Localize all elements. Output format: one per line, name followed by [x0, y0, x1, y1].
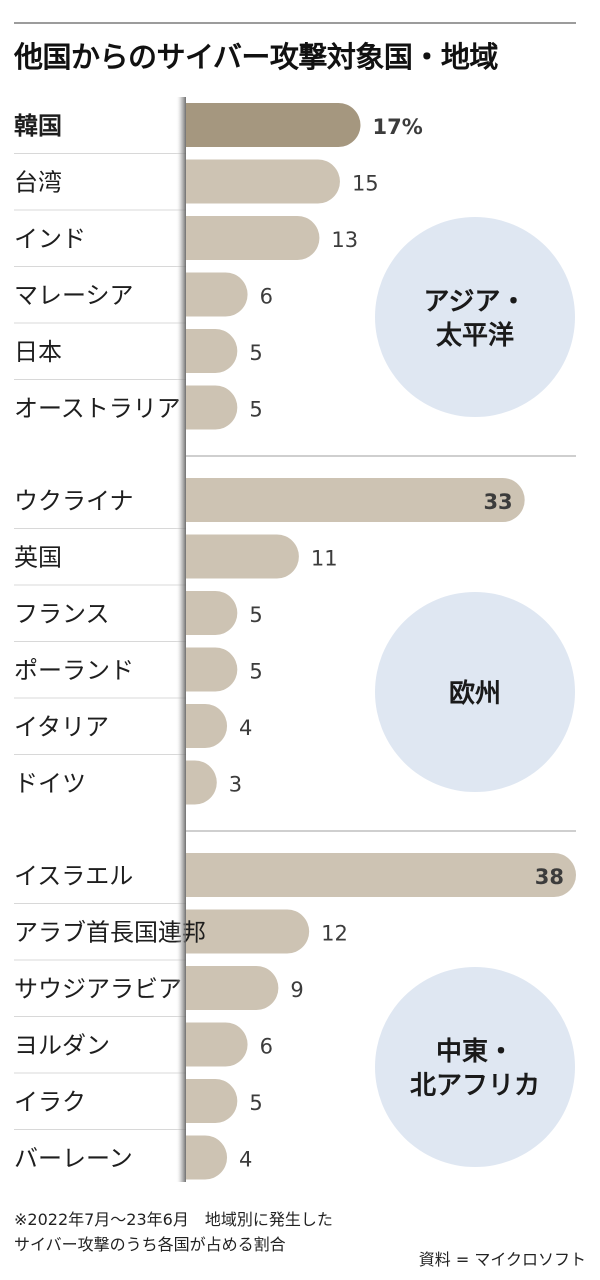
- data-label: 5: [249, 603, 262, 627]
- globe-asia-pacific-icon: [375, 217, 575, 417]
- region-label: 中東・: [436, 1037, 514, 1067]
- bar: [186, 478, 525, 522]
- category-label: サウジアラビア: [14, 975, 182, 1003]
- data-label: 33: [483, 490, 512, 514]
- category-label: オーストラリア: [14, 395, 181, 423]
- category-label: マレーシア: [14, 282, 134, 310]
- data-label: 5: [249, 341, 262, 365]
- category-label: アラブ首長国連邦: [14, 919, 206, 947]
- category-label: 日本: [14, 338, 62, 366]
- region-label: アジア・: [424, 287, 527, 317]
- category-label: 台湾: [14, 169, 62, 197]
- data-label: 6: [260, 1035, 273, 1059]
- data-label: 5: [249, 1091, 262, 1115]
- footnote-line-2: サイバー攻撃のうち各国が占める割合: [14, 1235, 286, 1254]
- data-label: 5: [249, 398, 262, 422]
- globe-europe-icon: [375, 592, 575, 792]
- data-label: 5: [249, 660, 262, 684]
- bar: [186, 704, 228, 748]
- axis-shadow: [176, 97, 186, 1182]
- bar: [186, 216, 320, 260]
- bar: [186, 534, 299, 579]
- bar: [186, 159, 340, 204]
- region-label: 北アフリカ: [410, 1071, 540, 1101]
- category-label: イラク: [14, 1088, 86, 1116]
- footnote-line-1: ※2022年7月～23年6月 地域別に発生した: [14, 1210, 333, 1229]
- bar: [186, 103, 361, 147]
- data-label: 11: [311, 547, 338, 571]
- globe-middle-east-north-africa-icon: [375, 967, 575, 1167]
- region-label: 欧州: [449, 678, 501, 709]
- data-label: 38: [535, 865, 564, 889]
- category-label: ウクライナ: [14, 487, 134, 515]
- category-label: 韓国: [14, 112, 62, 140]
- category-label: ポーランド: [14, 657, 134, 685]
- data-label: 6: [260, 285, 273, 309]
- bar: [186, 966, 279, 1010]
- region-label: 太平洋: [436, 320, 514, 351]
- bar: [186, 1022, 248, 1067]
- bar: [186, 329, 238, 373]
- category-label: ドイツ: [14, 770, 86, 798]
- bar: [186, 853, 576, 897]
- bar: [186, 909, 310, 954]
- category-label: 英国: [14, 544, 62, 572]
- bar: [186, 385, 238, 430]
- category-label: バーレーン: [14, 1145, 133, 1173]
- bar: [186, 760, 217, 805]
- data-label: 4: [239, 1148, 252, 1172]
- bar: [186, 1135, 228, 1180]
- chart-title: 他国からのサイバー攻撃対象国・地域: [14, 40, 498, 74]
- data-label: 9: [290, 978, 303, 1002]
- bar: [186, 1079, 238, 1123]
- top-rule: [14, 22, 576, 24]
- category-label: ヨルダン: [14, 1032, 110, 1060]
- category-label: イスラエル: [14, 862, 133, 890]
- data-label: 12: [321, 922, 348, 946]
- bar: [186, 272, 248, 317]
- source-credit: 資料 = マイクロソフト: [418, 1250, 586, 1269]
- category-label: イタリア: [14, 713, 109, 741]
- data-label: 13: [331, 228, 358, 252]
- data-label: 17%: [372, 115, 422, 139]
- bar: [186, 647, 238, 692]
- bar: [186, 591, 238, 635]
- data-label: 3: [229, 773, 242, 797]
- category-label: フランス: [14, 600, 110, 628]
- footnote: ※2022年7月～23年6月 地域別に発生した サイバー攻撃のうち各国が占める割…: [14, 1207, 333, 1257]
- category-label: インド: [14, 225, 86, 253]
- data-label: 15: [352, 172, 379, 196]
- data-label: 4: [239, 716, 252, 740]
